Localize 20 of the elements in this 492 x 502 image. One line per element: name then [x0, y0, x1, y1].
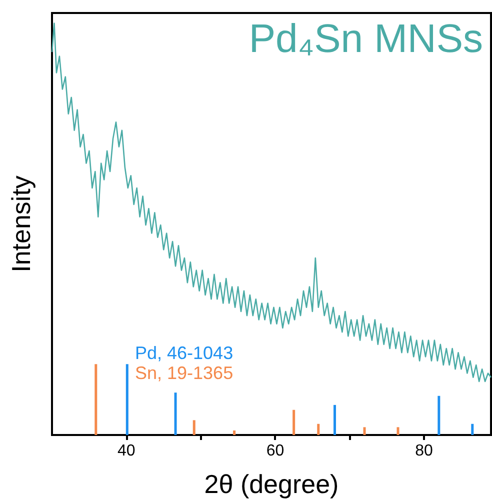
bar [396, 427, 400, 435]
y-axis-title: Intensity [6, 176, 36, 272]
bar [292, 410, 296, 435]
bar [471, 424, 474, 435]
bar [94, 364, 98, 435]
text: Pd₄Sn MNSs [248, 17, 484, 61]
bar [333, 404, 336, 435]
x-tick-label: 80 [415, 442, 434, 460]
bar [317, 424, 320, 435]
x-tick-label: 60 [266, 442, 284, 460]
bar [363, 427, 366, 435]
bar [438, 396, 440, 435]
x-tick-label: 40 [118, 442, 136, 460]
series-label: Pd, 46-1043 [135, 343, 234, 363]
bar [126, 364, 128, 435]
bar [192, 420, 196, 435]
x-axis-title: 2θ (degree) [204, 469, 339, 499]
bar [233, 430, 236, 435]
text: Sn, 19-1365 [135, 363, 234, 383]
bar [174, 392, 177, 435]
